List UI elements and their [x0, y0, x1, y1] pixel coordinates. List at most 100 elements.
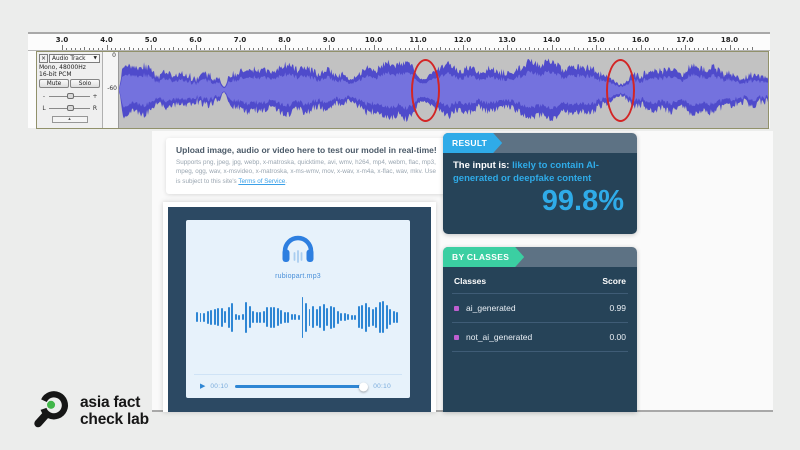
- class-bullet-icon: [454, 305, 459, 311]
- ruler-tick-mark: [622, 48, 624, 50]
- ruler-tick-mark: [262, 47, 264, 50]
- timeline-ruler[interactable]: 3.0 4.0 5.0 6.0 7.0 8.0 9.0 10.0 11.0 12.0 13.0 14.…: [28, 34, 770, 51]
- terms-of-service-link[interactable]: Terms of Service: [238, 177, 286, 185]
- track-format-line1: Mono, 48000Hz: [39, 64, 86, 71]
- class-score: 0.00: [609, 332, 626, 342]
- ruler-tick-mark: [66, 48, 68, 50]
- preview-wave-bar: [392, 311, 395, 323]
- gain-slider[interactable]: - +: [39, 90, 100, 102]
- preview-wave-bar: [231, 302, 234, 332]
- ruler-tick-mark: [337, 48, 339, 50]
- ruler-tick-mark: [320, 48, 322, 50]
- detector-site-screenshot: Upload image, audio or video here to tes…: [152, 131, 773, 412]
- result-panel: RESULT The input is: likely to contain A…: [443, 133, 637, 234]
- ruler-tick-mark: [213, 48, 215, 50]
- progress-bar[interactable]: [235, 382, 369, 391]
- ruler-tick-mark: [475, 48, 477, 50]
- collapse-track-button[interactable]: ▴: [51, 116, 88, 123]
- preview-wave-bar: [354, 314, 357, 320]
- solo-button[interactable]: Solo: [70, 79, 100, 88]
- result-panel-body: The input is: likely to contain AI-gener…: [443, 153, 637, 234]
- result-badge: RESULT: [443, 133, 502, 153]
- preview-wave-bar: [322, 303, 325, 331]
- preview-wave-bar: [347, 314, 350, 320]
- preview-wave-bar: [196, 312, 198, 322]
- ruler-tick-mark: [155, 48, 157, 50]
- ruler-tick-mark: [640, 45, 642, 50]
- ruler-tick-label: 9.0: [322, 36, 336, 44]
- ruler-tick-mark: [248, 48, 250, 50]
- preview-wave-bar: [305, 302, 307, 332]
- ruler-tick-label: 10.0: [364, 36, 383, 44]
- gain-slider-thumb[interactable]: [67, 92, 75, 99]
- ruler-tick-mark: [587, 48, 589, 50]
- anomaly-circle-2: [606, 59, 635, 122]
- ruler-tick-mark: [604, 48, 606, 50]
- preview-wave-bar: [241, 314, 244, 320]
- preview-wave-bar: [350, 314, 353, 320]
- preview-wave-bar: [220, 307, 223, 327]
- close-track-icon[interactable]: ×: [39, 54, 48, 63]
- ruler-tick-mark: [146, 48, 148, 50]
- mute-button[interactable]: Mute: [39, 79, 69, 88]
- ruler-tick-mark: [493, 48, 495, 50]
- ruler-tick-mark: [644, 48, 646, 50]
- ruler-tick-mark: [75, 48, 77, 50]
- ruler-tick-mark: [168, 48, 170, 50]
- track-format-line2: 16-bit PCM: [39, 71, 72, 78]
- ruler-tick-mark: [676, 48, 678, 50]
- ruler-tick-mark: [204, 48, 206, 50]
- ruler-tick-label: 4.0: [100, 36, 113, 44]
- preview-wave-bar: [361, 305, 364, 329]
- ruler-tick-mark: [226, 48, 228, 50]
- confidence-score: 99.8%: [541, 185, 624, 218]
- ruler-tick-mark: [418, 45, 419, 50]
- upload-title: Upload image, audio or video here to tes…: [176, 145, 437, 155]
- ruler-tick-mark: [231, 48, 233, 50]
- upload-body-period: .: [285, 177, 287, 185]
- track-menu-dropdown[interactable]: Audio Track ▼: [49, 54, 100, 63]
- ruler-tick-mark: [520, 48, 522, 50]
- ruler-tick-mark: [609, 48, 611, 50]
- pan-left-label: L: [42, 104, 46, 112]
- ruler-tick-label: 11.0: [409, 36, 427, 44]
- progress-knob[interactable]: [359, 382, 369, 391]
- pan-slider[interactable]: L R: [39, 102, 100, 114]
- audio-player-card: rubiopart.mp3 ▶ 00:10 00:10: [163, 202, 436, 412]
- play-button[interactable]: ▶: [200, 383, 206, 390]
- waveform-display[interactable]: [119, 52, 768, 128]
- ruler-tick-label: 5.0: [144, 36, 158, 44]
- preview-wave-bar: [252, 311, 255, 323]
- ruler-tick-mark: [208, 48, 210, 50]
- preview-wave-bar: [333, 306, 336, 328]
- ruler-tick-mark: [653, 48, 655, 50]
- ruler-tick-mark: [373, 45, 375, 50]
- ruler-tick-mark: [79, 48, 81, 50]
- ruler-tick-mark: [729, 45, 731, 50]
- ruler-tick-mark: [253, 48, 255, 50]
- pan-slider-thumb[interactable]: [67, 104, 75, 111]
- ruler-tick-mark: [600, 48, 602, 50]
- classes-table: Classes Score ai_generated 0.99 not_ai_g…: [443, 267, 637, 412]
- ruler-tick-mark: [137, 48, 139, 50]
- logo-line2: check lab: [80, 411, 149, 428]
- player-screen: rubiopart.mp3 ▶ 00:10 00:10: [186, 220, 410, 398]
- anomaly-circle-1: [411, 59, 440, 122]
- ruler-tick-mark: [124, 48, 126, 50]
- ruler-tick-mark: [386, 48, 388, 50]
- preview-wave-bar: [210, 309, 213, 325]
- ruler-tick-mark: [235, 48, 237, 50]
- track-title: Audio Track: [52, 55, 86, 62]
- preview-wave-bar: [273, 306, 276, 328]
- ruler-tick-mark: [458, 48, 460, 50]
- preview-wave-bar: [276, 308, 279, 326]
- ruler-tick-mark: [555, 48, 557, 50]
- score-column-label: Score: [602, 276, 626, 286]
- preview-wave-bar: [326, 308, 329, 326]
- track-control-panel: × Audio Track ▼ Mono, 48000Hz 16-bit PCM…: [37, 52, 103, 128]
- ruler-tick-mark: [159, 48, 161, 50]
- ruler-tick-mark: [110, 48, 112, 50]
- preview-wave-bar: [343, 313, 346, 321]
- ruler-tick-mark: [244, 48, 246, 50]
- preview-wave-bar: [287, 311, 290, 323]
